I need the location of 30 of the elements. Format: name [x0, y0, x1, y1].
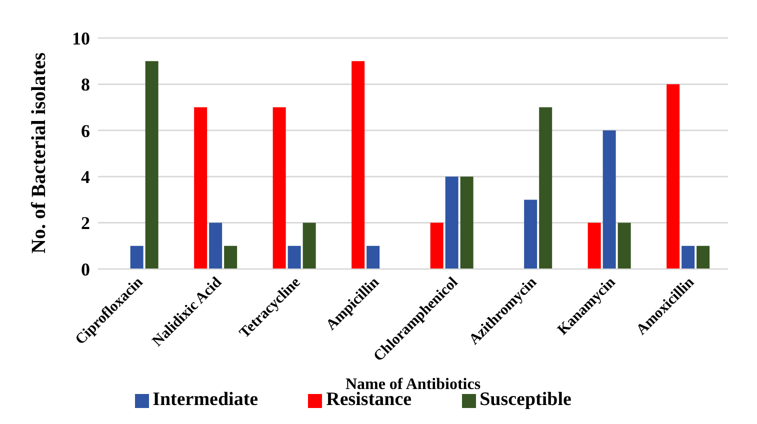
legend-label: Intermediate — [152, 389, 258, 410]
bar — [209, 222, 222, 269]
y-tick-label: 8 — [81, 74, 90, 95]
bar — [130, 246, 144, 269]
bar — [302, 222, 316, 269]
bar — [430, 222, 444, 269]
bar — [588, 222, 601, 269]
bar — [272, 107, 286, 269]
bar — [224, 246, 238, 269]
bar — [460, 176, 474, 269]
y-tick-label: 0 — [81, 259, 90, 280]
bar — [366, 246, 380, 269]
bar — [602, 130, 616, 269]
bar — [618, 222, 631, 269]
y-tick-label: 2 — [81, 213, 90, 234]
y-tick-label: 6 — [81, 120, 90, 141]
y-tick-label: 4 — [81, 166, 90, 187]
y-axis-title: No. of Bacterial isolates — [28, 52, 50, 254]
bar — [352, 61, 365, 269]
bar — [666, 84, 680, 269]
bar — [145, 61, 158, 269]
legend-label: Susceptible — [480, 389, 572, 410]
bar — [696, 246, 710, 269]
bar — [524, 200, 538, 269]
bar — [288, 246, 301, 269]
y-tick-label: 10 — [72, 28, 90, 48]
bar — [682, 246, 695, 269]
bar — [539, 107, 552, 269]
bar — [194, 107, 208, 269]
bar — [445, 176, 458, 269]
